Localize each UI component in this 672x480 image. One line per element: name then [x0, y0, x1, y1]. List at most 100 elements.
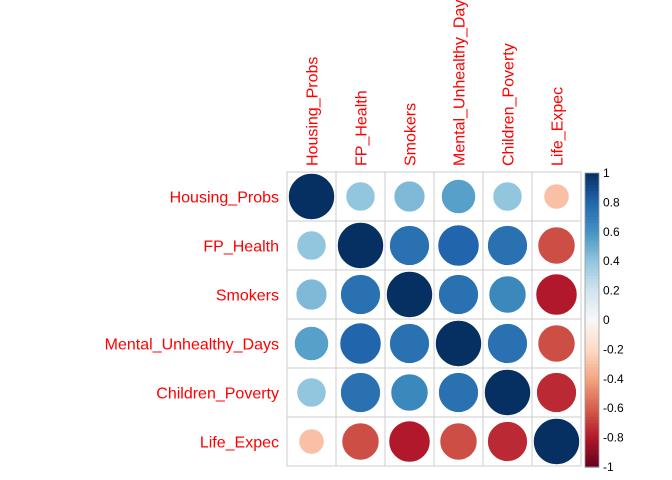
colorbar-segment: [585, 208, 599, 212]
corr-circle-Smokers-Smokers: [386, 271, 433, 318]
colorbar-tick-label: -0.4: [603, 372, 624, 386]
column-label: Smokers: [403, 103, 420, 166]
colorbar-segment: [585, 375, 599, 380]
colorbar-segment: [585, 352, 599, 356]
colorbar-segment: [585, 272, 599, 277]
colorbar-segment: [585, 231, 599, 236]
corr-circle-Life_Expec-FP_Health: [341, 422, 380, 461]
colorbar-segment: [585, 458, 599, 462]
colorbar-segment: [585, 243, 599, 248]
corr-circle-Housing_Probs-Life_Expec: [543, 183, 570, 210]
corr-circle-Children_Poverty-Children_Poverty: [484, 369, 531, 416]
corr-circle-FP_Health-FP_Health: [337, 222, 384, 269]
corr-circle-Smokers-Life_Expec: [535, 273, 578, 316]
colorbar-segment: [585, 364, 599, 368]
column-label: Life_Expec: [550, 87, 567, 166]
corr-circle-Mental_Unhealthy_Days-Housing_Probs: [294, 326, 329, 361]
colorbar-segment: [585, 419, 599, 424]
colorbar-segment: [585, 387, 599, 392]
colorbar-segment: [585, 225, 599, 230]
colorbar-tick-label: -0.2: [603, 342, 624, 356]
colorbar-segment: [585, 361, 599, 365]
corr-circle-Life_Expec-Children_Poverty: [487, 421, 528, 462]
colorbar-segment: [585, 384, 599, 389]
colorbar-segment: [585, 417, 599, 421]
colorbar-segment: [585, 246, 599, 251]
corr-circle-Housing_Probs-FP_Health: [345, 181, 376, 212]
corr-circle-Life_Expec-Life_Expec: [533, 418, 580, 465]
corr-circle-Children_Poverty-Mental_Unhealthy_Days: [438, 372, 479, 413]
colorbar-segment: [585, 399, 599, 403]
colorbar-segment: [585, 428, 599, 433]
colorbar-segment: [585, 358, 599, 362]
colorbar-segment: [585, 381, 599, 386]
colorbar-segment: [585, 184, 599, 189]
colorbar-segment: [585, 190, 599, 195]
corr-circle-Smokers-Housing_Probs: [295, 278, 328, 311]
row-label: Smokers: [216, 288, 279, 305]
colorbar-tick-label: 0.4: [603, 254, 620, 268]
colorbar-segment: [585, 437, 599, 442]
colorbar-segment: [585, 434, 599, 439]
colorbar-segment: [585, 464, 599, 468]
colorbar-segment: [585, 305, 599, 309]
column-label: Mental_Unhealthy_Days: [452, 0, 469, 166]
colorbar-segment: [585, 211, 599, 215]
corr-circle-Children_Poverty-Life_Expec: [536, 372, 577, 413]
corr-circle-FP_Health-Children_Poverty: [487, 225, 528, 266]
colorbar-segment: [585, 178, 599, 183]
corr-circle-FP_Health-Mental_Unhealthy_Days: [437, 224, 480, 267]
colorbar-tick-label: 1: [603, 166, 610, 180]
colorbar-segment: [585, 293, 599, 298]
colorbar-segment: [585, 455, 599, 459]
colorbar-segment: [585, 237, 599, 242]
corr-circle-Housing_Probs-Mental_Unhealthy_Days: [441, 179, 476, 214]
corr-circle-Housing_Probs-Children_Poverty: [492, 181, 523, 212]
corr-circle-Life_Expec-Mental_Unhealthy_Days: [439, 422, 478, 461]
colorbar-segment: [585, 340, 599, 345]
colorbar-segment: [585, 278, 599, 283]
colorbar-segment: [585, 378, 599, 383]
colorbar-segment: [585, 328, 599, 333]
colorbar-segment: [585, 252, 599, 256]
colorbar-segment: [585, 346, 599, 350]
colorbar-segment: [585, 431, 599, 436]
colorbar-segment: [585, 355, 599, 359]
colorbar-segment: [585, 317, 599, 321]
colorbar-segment: [585, 181, 599, 186]
colorbar-segment: [585, 302, 599, 306]
colorbar-segment: [585, 405, 599, 409]
colorbar-segment: [585, 275, 599, 280]
colorbar-tick-label: 0.8: [603, 195, 620, 209]
colorbar-segment: [585, 299, 599, 303]
colorbar-segment: [585, 217, 599, 221]
colorbar-tick-label: 0: [603, 313, 610, 327]
corr-circle-Mental_Unhealthy_Days-FP_Health: [339, 322, 382, 365]
colorbar-segment: [585, 290, 599, 295]
column-label: Children_Poverty: [501, 43, 518, 166]
colorbar-segment: [585, 372, 599, 377]
colorbar-segment: [585, 296, 599, 301]
colorbar-segment: [585, 402, 599, 406]
colorbar-segment: [585, 414, 599, 418]
colorbar-segment: [585, 228, 599, 233]
corr-circle-Mental_Unhealthy_Days-Smokers: [389, 323, 430, 364]
colorbar-segment: [585, 255, 599, 259]
colorbar-segment: [585, 334, 599, 339]
corr-circle-FP_Health-Smokers: [389, 225, 430, 266]
colorbar-frame: [584, 172, 600, 468]
colorbar-segment: [585, 411, 599, 415]
colorbar-segment: [585, 258, 599, 262]
colorbar-segment: [585, 284, 599, 289]
colorbar-segment: [585, 264, 599, 268]
colorbar-tick-label: 0.6: [603, 225, 620, 239]
corr-circle-Smokers-FP_Health: [340, 274, 381, 315]
colorbar-segment: [585, 422, 599, 427]
colorbar-segment: [585, 287, 599, 292]
colorbar-segment: [585, 199, 599, 203]
corr-circle-Life_Expec-Smokers: [388, 420, 431, 463]
corr-circle-FP_Health-Life_Expec: [537, 226, 576, 265]
colorbar-segment: [585, 214, 599, 218]
colorbar-segment: [585, 449, 599, 453]
colorbar-segment: [585, 369, 599, 374]
